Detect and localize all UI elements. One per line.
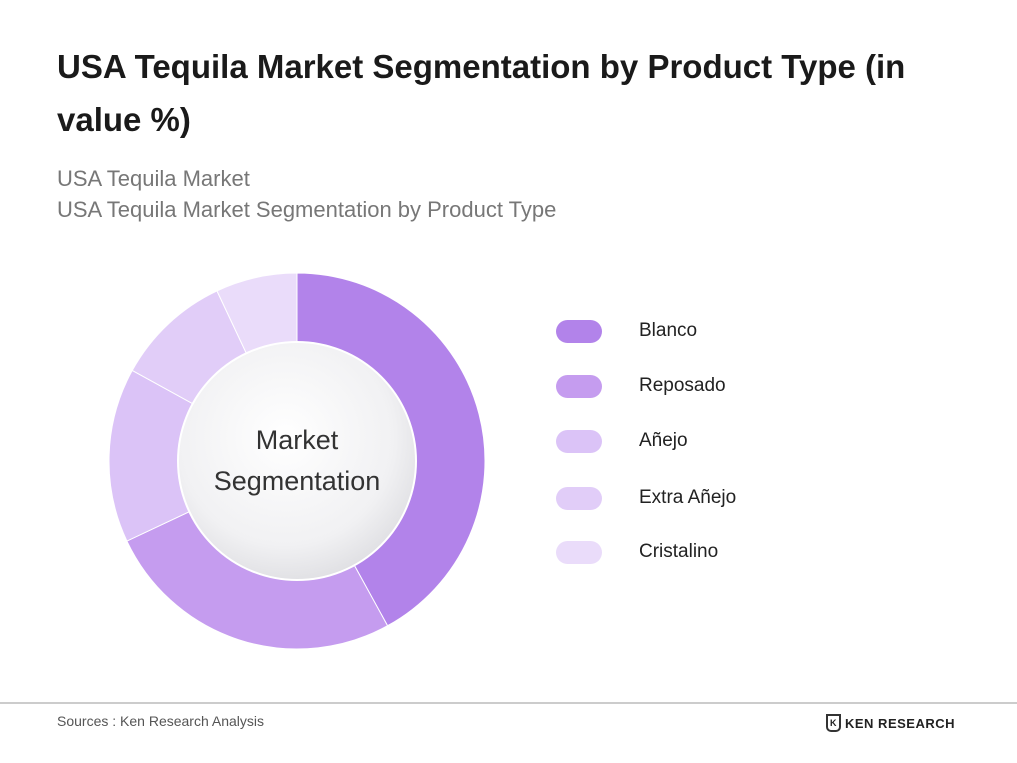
center-label-line2: Segmentation [213, 466, 381, 496]
legend-swatch [556, 540, 602, 564]
legend-item: Reposado [556, 374, 726, 398]
legend-label: Cristalino [639, 541, 719, 562]
subtitle-segmentation: USA Tequila Market Segmentation by Produ… [57, 197, 557, 222]
donut-center [177, 341, 417, 581]
legend-swatch [556, 429, 602, 453]
subtitle-market: USA Tequila Market [57, 166, 250, 191]
legend-item: Añejo [556, 429, 688, 453]
page-title: USA Tequila Market Segmentation by Produ… [57, 48, 906, 138]
legend-label: Añejo [639, 430, 688, 451]
donut-chart [108, 272, 486, 650]
legend-label: Extra Añejo [639, 487, 737, 508]
center-label: Market Segmentation [197, 420, 397, 502]
legend-label: Reposado [639, 375, 726, 396]
legend-label: Blanco [639, 320, 698, 341]
logo-k-icon: K [826, 714, 841, 732]
logo-text: KEN RESEARCH [845, 715, 956, 731]
legend-swatch [556, 374, 602, 398]
center-label-line1: Market [255, 425, 339, 455]
source-note: Sources : Ken Research Analysis [57, 713, 264, 729]
ken-research-logo: K KEN RESEARCH [826, 714, 955, 732]
footer-divider [0, 702, 1017, 704]
legend-swatch [556, 319, 602, 343]
legend-item: Cristalino [556, 540, 718, 564]
legend-swatch [556, 486, 602, 510]
legend-item: Extra Añejo [556, 486, 736, 510]
legend-item: Blanco [556, 319, 697, 343]
